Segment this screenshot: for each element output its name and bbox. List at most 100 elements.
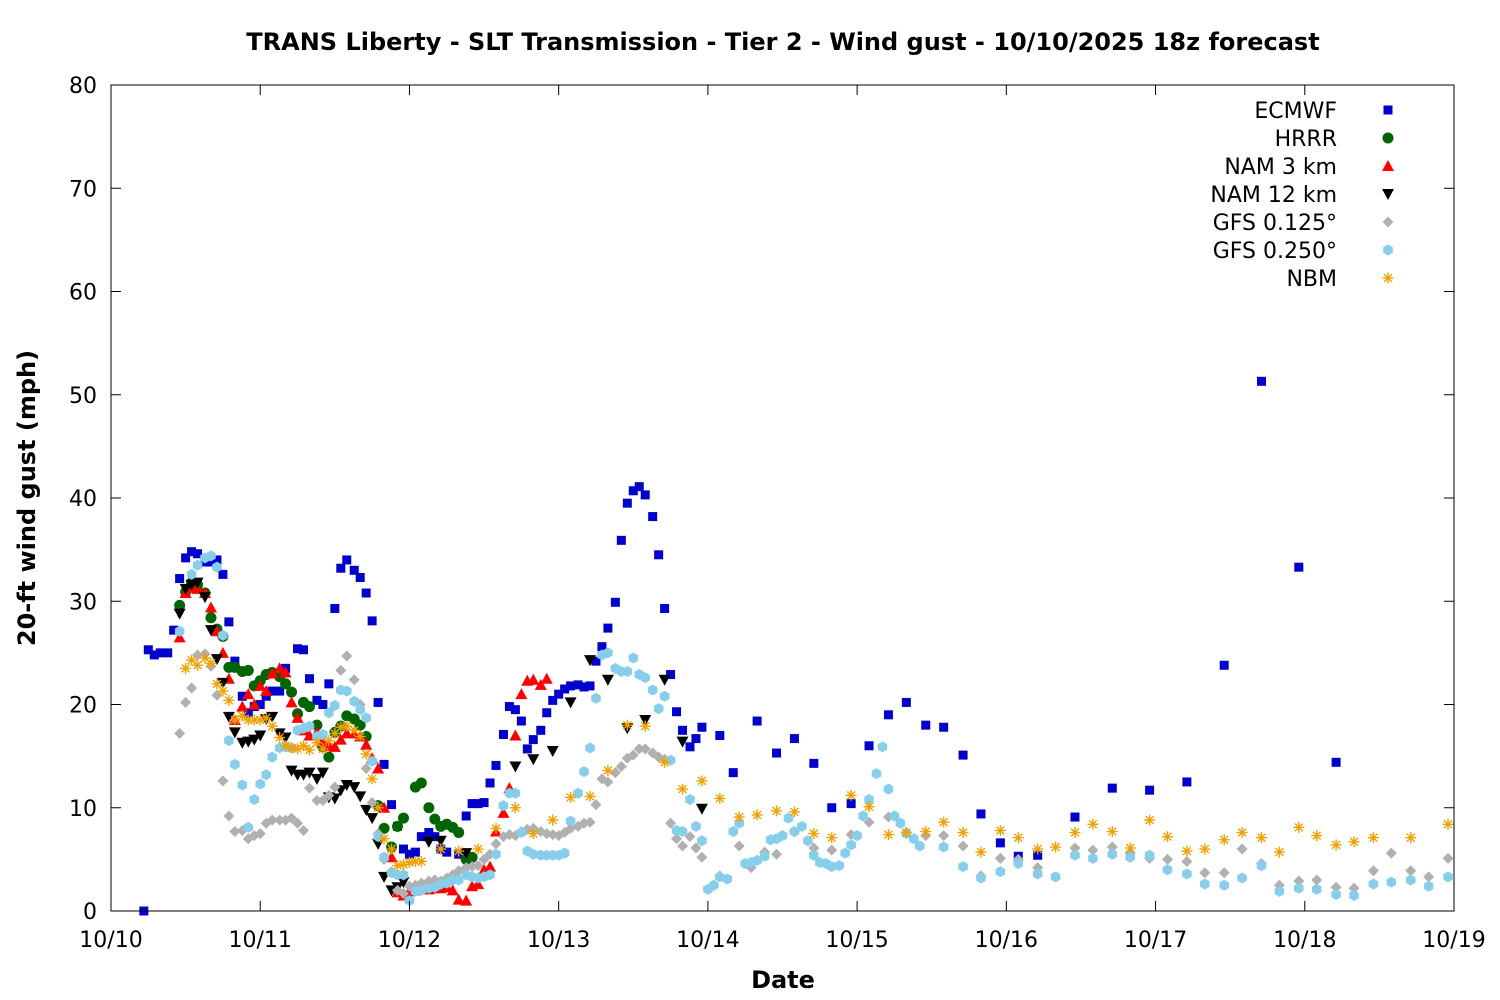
data-point-nam-3-km (273, 662, 286, 674)
data-point-gfs-0-125 (1069, 842, 1081, 854)
data-point-nam-3-km (242, 688, 255, 700)
data-point-nbm (1161, 831, 1173, 843)
data-point-nbm (602, 765, 614, 777)
axis-ticks: 0 10 20 30 40 50 60 70 80 10/10 10/11 10/12 10/13 10/… (69, 74, 1486, 953)
data-point-hrrr (397, 812, 409, 824)
data-point-nbm (1124, 842, 1136, 854)
data-point-gfs-0-125 (254, 828, 266, 840)
data-point-gfs-0-125 (696, 851, 708, 863)
legend-marker-nbm (1382, 272, 1394, 284)
legend-label: NBM (1286, 267, 1337, 292)
data-point-gfs-0-250 (1219, 879, 1229, 891)
data-point-gfs-0-250 (628, 652, 639, 664)
data-point-ecmwf (548, 695, 558, 705)
data-point-ecmwf (715, 730, 725, 740)
data-point-nam-12-km (173, 608, 186, 620)
data-point-gfs-0-250 (871, 768, 882, 780)
data-point-gfs-0-125 (677, 840, 689, 852)
data-point-gfs-0-250 (809, 849, 819, 861)
data-point-ecmwf (398, 844, 408, 854)
data-point-ecmwf (1033, 850, 1043, 860)
data-point-ecmwf (218, 569, 228, 579)
data-point-gfs-0-250 (653, 703, 664, 715)
plot-area: 0 10 20 30 40 50 60 70 80 10/10 10/11 10/12 10/13 10/… (69, 74, 1486, 953)
data-point-nbm (1405, 832, 1417, 844)
data-point-nam-3-km (509, 729, 522, 741)
data-point-gfs-0-250 (709, 879, 719, 891)
data-point-gfs-0-250 (1237, 872, 1247, 884)
data-point-ecmwf (510, 705, 520, 715)
data-point-hrrr (174, 599, 186, 611)
data-point-ecmwf (304, 674, 314, 684)
data-point-gfs-0-125 (490, 838, 502, 850)
data-point-gfs-0-125 (602, 776, 614, 788)
data-point-nbm (639, 720, 651, 732)
data-point-gfs-0-125 (217, 775, 229, 787)
y-tick-label: 20 (69, 694, 97, 719)
data-point-gfs-0-250 (640, 672, 650, 684)
data-point-gfs-0-250 (1013, 858, 1024, 869)
legend-marker-nam-12-km (1382, 189, 1394, 200)
data-point-nbm (863, 801, 875, 813)
data-point-gfs-0-250 (734, 817, 744, 829)
data-point-gfs-0-250 (777, 830, 788, 842)
data-point-nbm (1367, 832, 1379, 844)
data-point-gfs-0-250 (174, 625, 185, 637)
data-point-ecmwf (318, 700, 328, 709)
data-point-ecmwf (1294, 562, 1304, 572)
data-point-gfs-0-250 (342, 685, 352, 697)
legend-item-nam-3-km: NAM 3 km (1224, 155, 1394, 180)
data-point-gfs-0-250 (416, 884, 427, 896)
data-point-nbm (547, 814, 559, 826)
data-point-nbm (490, 822, 502, 834)
data-point-ecmwf (1145, 785, 1155, 795)
data-point-gfs-0-125 (297, 824, 309, 836)
data-point-nbm (845, 789, 857, 801)
data-point-nam-12-km (546, 745, 559, 757)
data-point-gfs-0-250 (1125, 851, 1135, 863)
data-point-gfs-0-125 (1367, 865, 1379, 877)
data-point-nbm (565, 791, 577, 803)
data-point-nam-12-km (204, 625, 217, 637)
data-point-nbm (659, 756, 671, 768)
data-point-gfs-0-250 (846, 839, 856, 851)
data-point-ecmwf (230, 656, 240, 666)
data-point-hrrr (415, 777, 427, 789)
data-point-gfs-0-125 (1385, 847, 1397, 859)
data-point-gfs-0-250 (883, 783, 894, 795)
chart-title: TRANS Liberty - SLT Transmission - Tier … (246, 28, 1319, 56)
legend-label: ECMWF (1254, 99, 1337, 124)
data-point-nam-12-km (310, 773, 323, 785)
data-point-gfs-0-250 (1294, 882, 1304, 894)
data-point-gfs-0-125 (1330, 881, 1342, 893)
data-point-ecmwf (416, 832, 426, 842)
data-point-nbm (236, 710, 248, 722)
data-point-ecmwf (175, 574, 185, 584)
data-point-gfs-0-250 (752, 854, 762, 866)
data-point-hrrr (323, 751, 335, 763)
data-point-gfs-0-250 (715, 871, 725, 883)
data-point-nbm (714, 792, 726, 804)
data-point-ecmwf (1219, 660, 1229, 670)
data-point-gfs-0-125 (341, 650, 353, 662)
data-point-nam-12-km (564, 697, 577, 709)
data-point-nbm (186, 654, 198, 666)
data-point-nbm (751, 809, 763, 821)
data-point-ecmwf (666, 670, 676, 680)
data-point-ecmwf (473, 799, 483, 809)
data-point-gfs-0-250 (491, 848, 501, 860)
data-point-gfs-0-125 (1181, 855, 1193, 867)
data-point-nbm (366, 773, 378, 785)
data-point-gfs-0-250 (603, 647, 613, 659)
data-point-gfs-0-125 (360, 763, 372, 775)
data-point-gfs-0-250 (1088, 852, 1098, 864)
data-point-nbm (223, 694, 235, 706)
data-point-gfs-0-125 (180, 696, 192, 708)
data-point-gfs-0-250 (355, 704, 365, 716)
data-point-nam-3-km (285, 696, 298, 708)
data-point-nam-3-km (515, 688, 528, 700)
data-point-nbm (303, 744, 315, 756)
data-point-gfs-0-125 (938, 830, 950, 842)
data-point-gfs-0-250 (697, 835, 707, 847)
